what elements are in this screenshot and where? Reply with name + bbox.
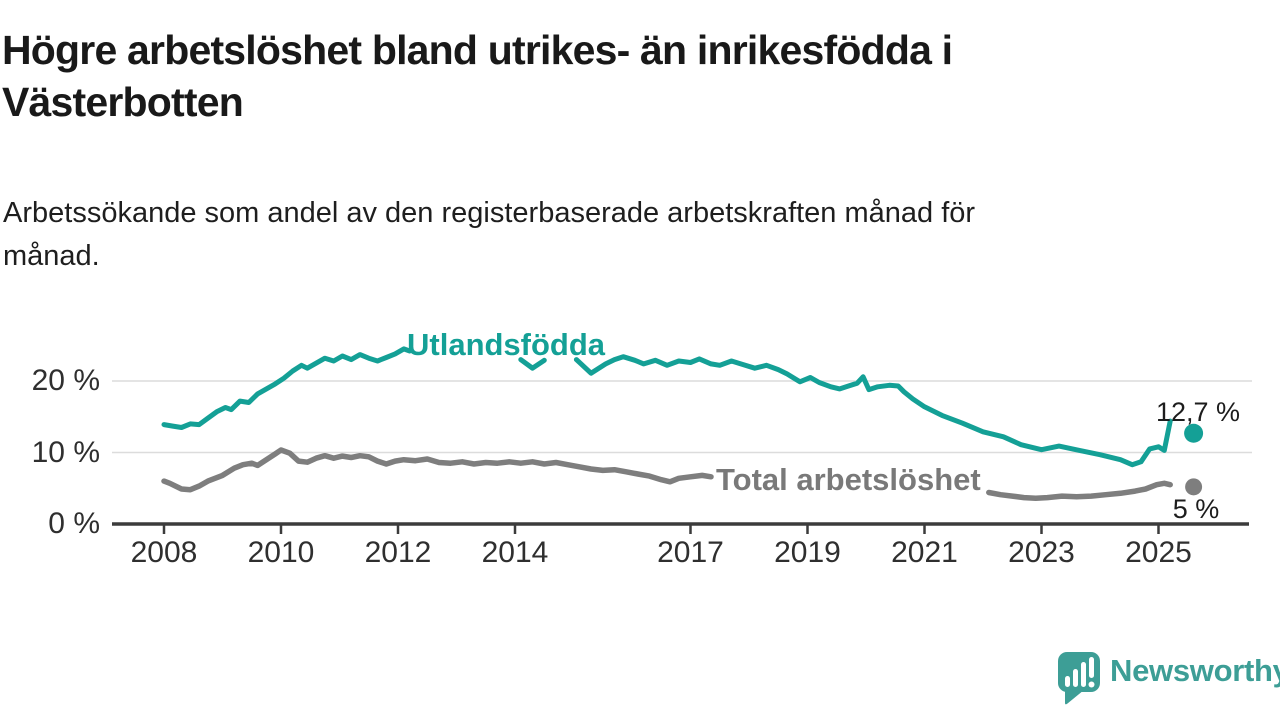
x-tick-label-2010: 2010 — [247, 536, 315, 569]
x-tick-label-2012: 2012 — [364, 536, 432, 569]
series-label-utlandsfodda: Utlandsfödda — [407, 327, 606, 362]
chart-canvas — [112, 346, 1252, 534]
chart-subtitle: Arbetssökande som andel av den registerb… — [3, 192, 1223, 278]
newsworthy-logo-icon — [1058, 652, 1100, 705]
chart-subtitle-line-2: månad. — [3, 240, 100, 272]
newsworthy-logo-text: Newsworthy — [1110, 653, 1280, 688]
series-line-1-seg-1 — [986, 480, 1173, 502]
x-tick-label-2008: 2008 — [130, 536, 198, 569]
series-label-total-arbetsloshet: Total arbetslöshet — [716, 462, 981, 497]
series-line-0-seg-2 — [573, 354, 1173, 468]
x-tick-label-2023: 2023 — [1008, 536, 1075, 569]
page-title-line-1: Högre arbetslöshet bland utrikes- än inr… — [2, 27, 953, 73]
x-tick-label-2025: 2025 — [1125, 536, 1192, 569]
y-tick-label-0: 0 % — [48, 507, 100, 540]
latest-value-label-utlandsfodda: 12,7 % — [1155, 397, 1241, 427]
line-chart: 0 % 10 % 20 % 2008 2010 2012 2014 2017 2019 2021 2… — [31, 327, 1252, 569]
end-dot-series-1 — [1185, 478, 1203, 496]
chart-subtitle-line-1: Arbetssökande som andel av den registerb… — [3, 197, 976, 229]
x-tick-label-2021: 2021 — [891, 536, 958, 569]
series-line-0-seg-0 — [161, 346, 413, 430]
newsworthy-logo: Newsworthy — [1056, 650, 1280, 706]
x-tick-label-2017: 2017 — [657, 536, 724, 569]
page-title-line-2: Västerbotten — [2, 79, 244, 125]
x-tick-label-2014: 2014 — [481, 536, 549, 569]
latest-value-label-total: 5 % — [1172, 494, 1220, 524]
y-tick-label-20: 20 % — [31, 364, 100, 398]
series-line-1-seg-0 — [161, 447, 714, 493]
series-line-0-seg-1 — [518, 357, 547, 371]
page-title: Högre arbetslöshet bland utrikes- än inr… — [2, 24, 1222, 128]
end-dot-series-0 — [1184, 423, 1204, 443]
y-tick-label-10: 10 % — [31, 435, 100, 469]
x-tick-label-2019: 2019 — [774, 536, 841, 569]
